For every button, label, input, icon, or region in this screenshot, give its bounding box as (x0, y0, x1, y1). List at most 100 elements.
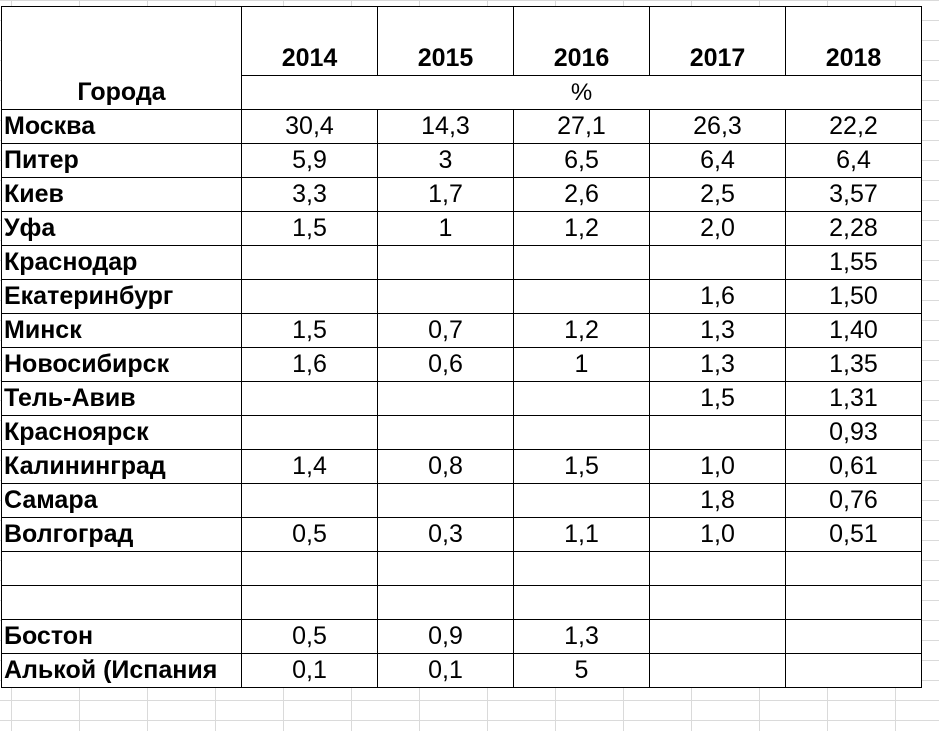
value-cell[interactable]: 5,9 (241, 143, 378, 178)
value-cell[interactable]: 0,76 (785, 483, 922, 518)
value-cell[interactable] (649, 619, 786, 654)
city-cell[interactable] (1, 551, 242, 586)
value-cell[interactable] (649, 551, 786, 586)
value-cell[interactable]: 1,3 (649, 347, 786, 382)
column-header-year[interactable]: 2017 (649, 6, 786, 76)
column-header-city[interactable]: Города (1, 6, 242, 110)
value-cell[interactable]: 1,8 (649, 483, 786, 518)
value-cell[interactable]: 1,6 (241, 347, 378, 382)
value-cell[interactable]: 0,9 (377, 619, 514, 654)
value-cell[interactable] (649, 585, 786, 620)
city-cell[interactable]: Киев (1, 177, 242, 212)
value-cell[interactable]: 0,1 (241, 653, 378, 688)
city-cell[interactable]: Калининград (1, 449, 242, 484)
value-cell[interactable]: 1,4 (241, 449, 378, 484)
city-cell[interactable]: Бостон (1, 619, 242, 654)
value-cell[interactable] (241, 483, 378, 518)
value-cell[interactable]: 1 (513, 347, 650, 382)
city-cell[interactable]: Питер (1, 143, 242, 178)
value-cell[interactable]: 26,3 (649, 109, 786, 144)
value-cell[interactable]: 2,5 (649, 177, 786, 212)
value-cell[interactable] (513, 279, 650, 314)
value-cell[interactable] (241, 279, 378, 314)
value-cell[interactable] (241, 245, 378, 280)
value-cell[interactable]: 1,0 (649, 449, 786, 484)
value-cell[interactable]: 1,35 (785, 347, 922, 382)
column-header-year[interactable]: 2015 (377, 6, 514, 76)
value-cell[interactable]: 0,93 (785, 415, 922, 450)
value-cell[interactable]: 1,6 (649, 279, 786, 314)
value-cell[interactable]: 1,5 (241, 211, 378, 246)
value-cell[interactable]: 0,5 (241, 517, 378, 552)
value-cell[interactable] (785, 551, 922, 586)
value-cell[interactable] (377, 551, 514, 586)
value-cell[interactable] (649, 653, 786, 688)
value-cell[interactable] (241, 415, 378, 450)
city-cell[interactable]: Уфа (1, 211, 242, 246)
value-cell[interactable]: 1,1 (513, 517, 650, 552)
value-cell[interactable]: 2,28 (785, 211, 922, 246)
unit-label[interactable]: % (241, 75, 922, 110)
value-cell[interactable]: 27,1 (513, 109, 650, 144)
value-cell[interactable]: 1,5 (649, 381, 786, 416)
value-cell[interactable] (377, 245, 514, 280)
value-cell[interactable]: 1,3 (513, 619, 650, 654)
city-cell[interactable]: Алькой (Испания (1, 653, 242, 688)
value-cell[interactable]: 0,7 (377, 313, 514, 348)
value-cell[interactable]: 1,0 (649, 517, 786, 552)
value-cell[interactable]: 2,6 (513, 177, 650, 212)
value-cell[interactable]: 0,6 (377, 347, 514, 382)
value-cell[interactable] (377, 415, 514, 450)
value-cell[interactable]: 0,8 (377, 449, 514, 484)
value-cell[interactable]: 6,4 (785, 143, 922, 178)
value-cell[interactable]: 22,2 (785, 109, 922, 144)
city-cell[interactable]: Краснодар (1, 245, 242, 280)
value-cell[interactable]: 3,57 (785, 177, 922, 212)
value-cell[interactable]: 30,4 (241, 109, 378, 144)
value-cell[interactable]: 1,50 (785, 279, 922, 314)
value-cell[interactable] (513, 585, 650, 620)
value-cell[interactable]: 6,5 (513, 143, 650, 178)
value-cell[interactable]: 1,5 (513, 449, 650, 484)
city-cell[interactable]: Тель-Авив (1, 381, 242, 416)
value-cell[interactable] (241, 585, 378, 620)
value-cell[interactable] (513, 381, 650, 416)
value-cell[interactable] (513, 245, 650, 280)
value-cell[interactable]: 1 (377, 211, 514, 246)
value-cell[interactable] (649, 415, 786, 450)
value-cell[interactable]: 1,3 (649, 313, 786, 348)
value-cell[interactable] (377, 279, 514, 314)
value-cell[interactable]: 0,5 (241, 619, 378, 654)
value-cell[interactable] (377, 483, 514, 518)
city-cell[interactable]: Екатеринбург (1, 279, 242, 314)
city-cell[interactable]: Москва (1, 109, 242, 144)
value-cell[interactable]: 5 (513, 653, 650, 688)
value-cell[interactable]: 1,7 (377, 177, 514, 212)
column-header-year[interactable]: 2018 (785, 6, 922, 76)
value-cell[interactable]: 0,51 (785, 517, 922, 552)
value-cell[interactable]: 14,3 (377, 109, 514, 144)
value-cell[interactable]: 1,5 (241, 313, 378, 348)
column-header-year[interactable]: 2014 (241, 6, 378, 76)
value-cell[interactable] (513, 483, 650, 518)
value-cell[interactable]: 0,3 (377, 517, 514, 552)
value-cell[interactable]: 3,3 (241, 177, 378, 212)
value-cell[interactable]: 3 (377, 143, 514, 178)
value-cell[interactable] (513, 551, 650, 586)
city-cell[interactable] (1, 585, 242, 620)
city-cell[interactable]: Красноярск (1, 415, 242, 450)
value-cell[interactable] (241, 551, 378, 586)
value-cell[interactable]: 1,55 (785, 245, 922, 280)
value-cell[interactable] (785, 619, 922, 654)
value-cell[interactable]: 0,61 (785, 449, 922, 484)
city-cell[interactable]: Волгоград (1, 517, 242, 552)
city-cell[interactable]: Самара (1, 483, 242, 518)
column-header-year[interactable]: 2016 (513, 6, 650, 76)
value-cell[interactable]: 1,2 (513, 313, 650, 348)
value-cell[interactable]: 1,2 (513, 211, 650, 246)
value-cell[interactable] (513, 415, 650, 450)
value-cell[interactable]: 6,4 (649, 143, 786, 178)
value-cell[interactable]: 1,40 (785, 313, 922, 348)
value-cell[interactable] (785, 653, 922, 688)
value-cell[interactable] (785, 585, 922, 620)
